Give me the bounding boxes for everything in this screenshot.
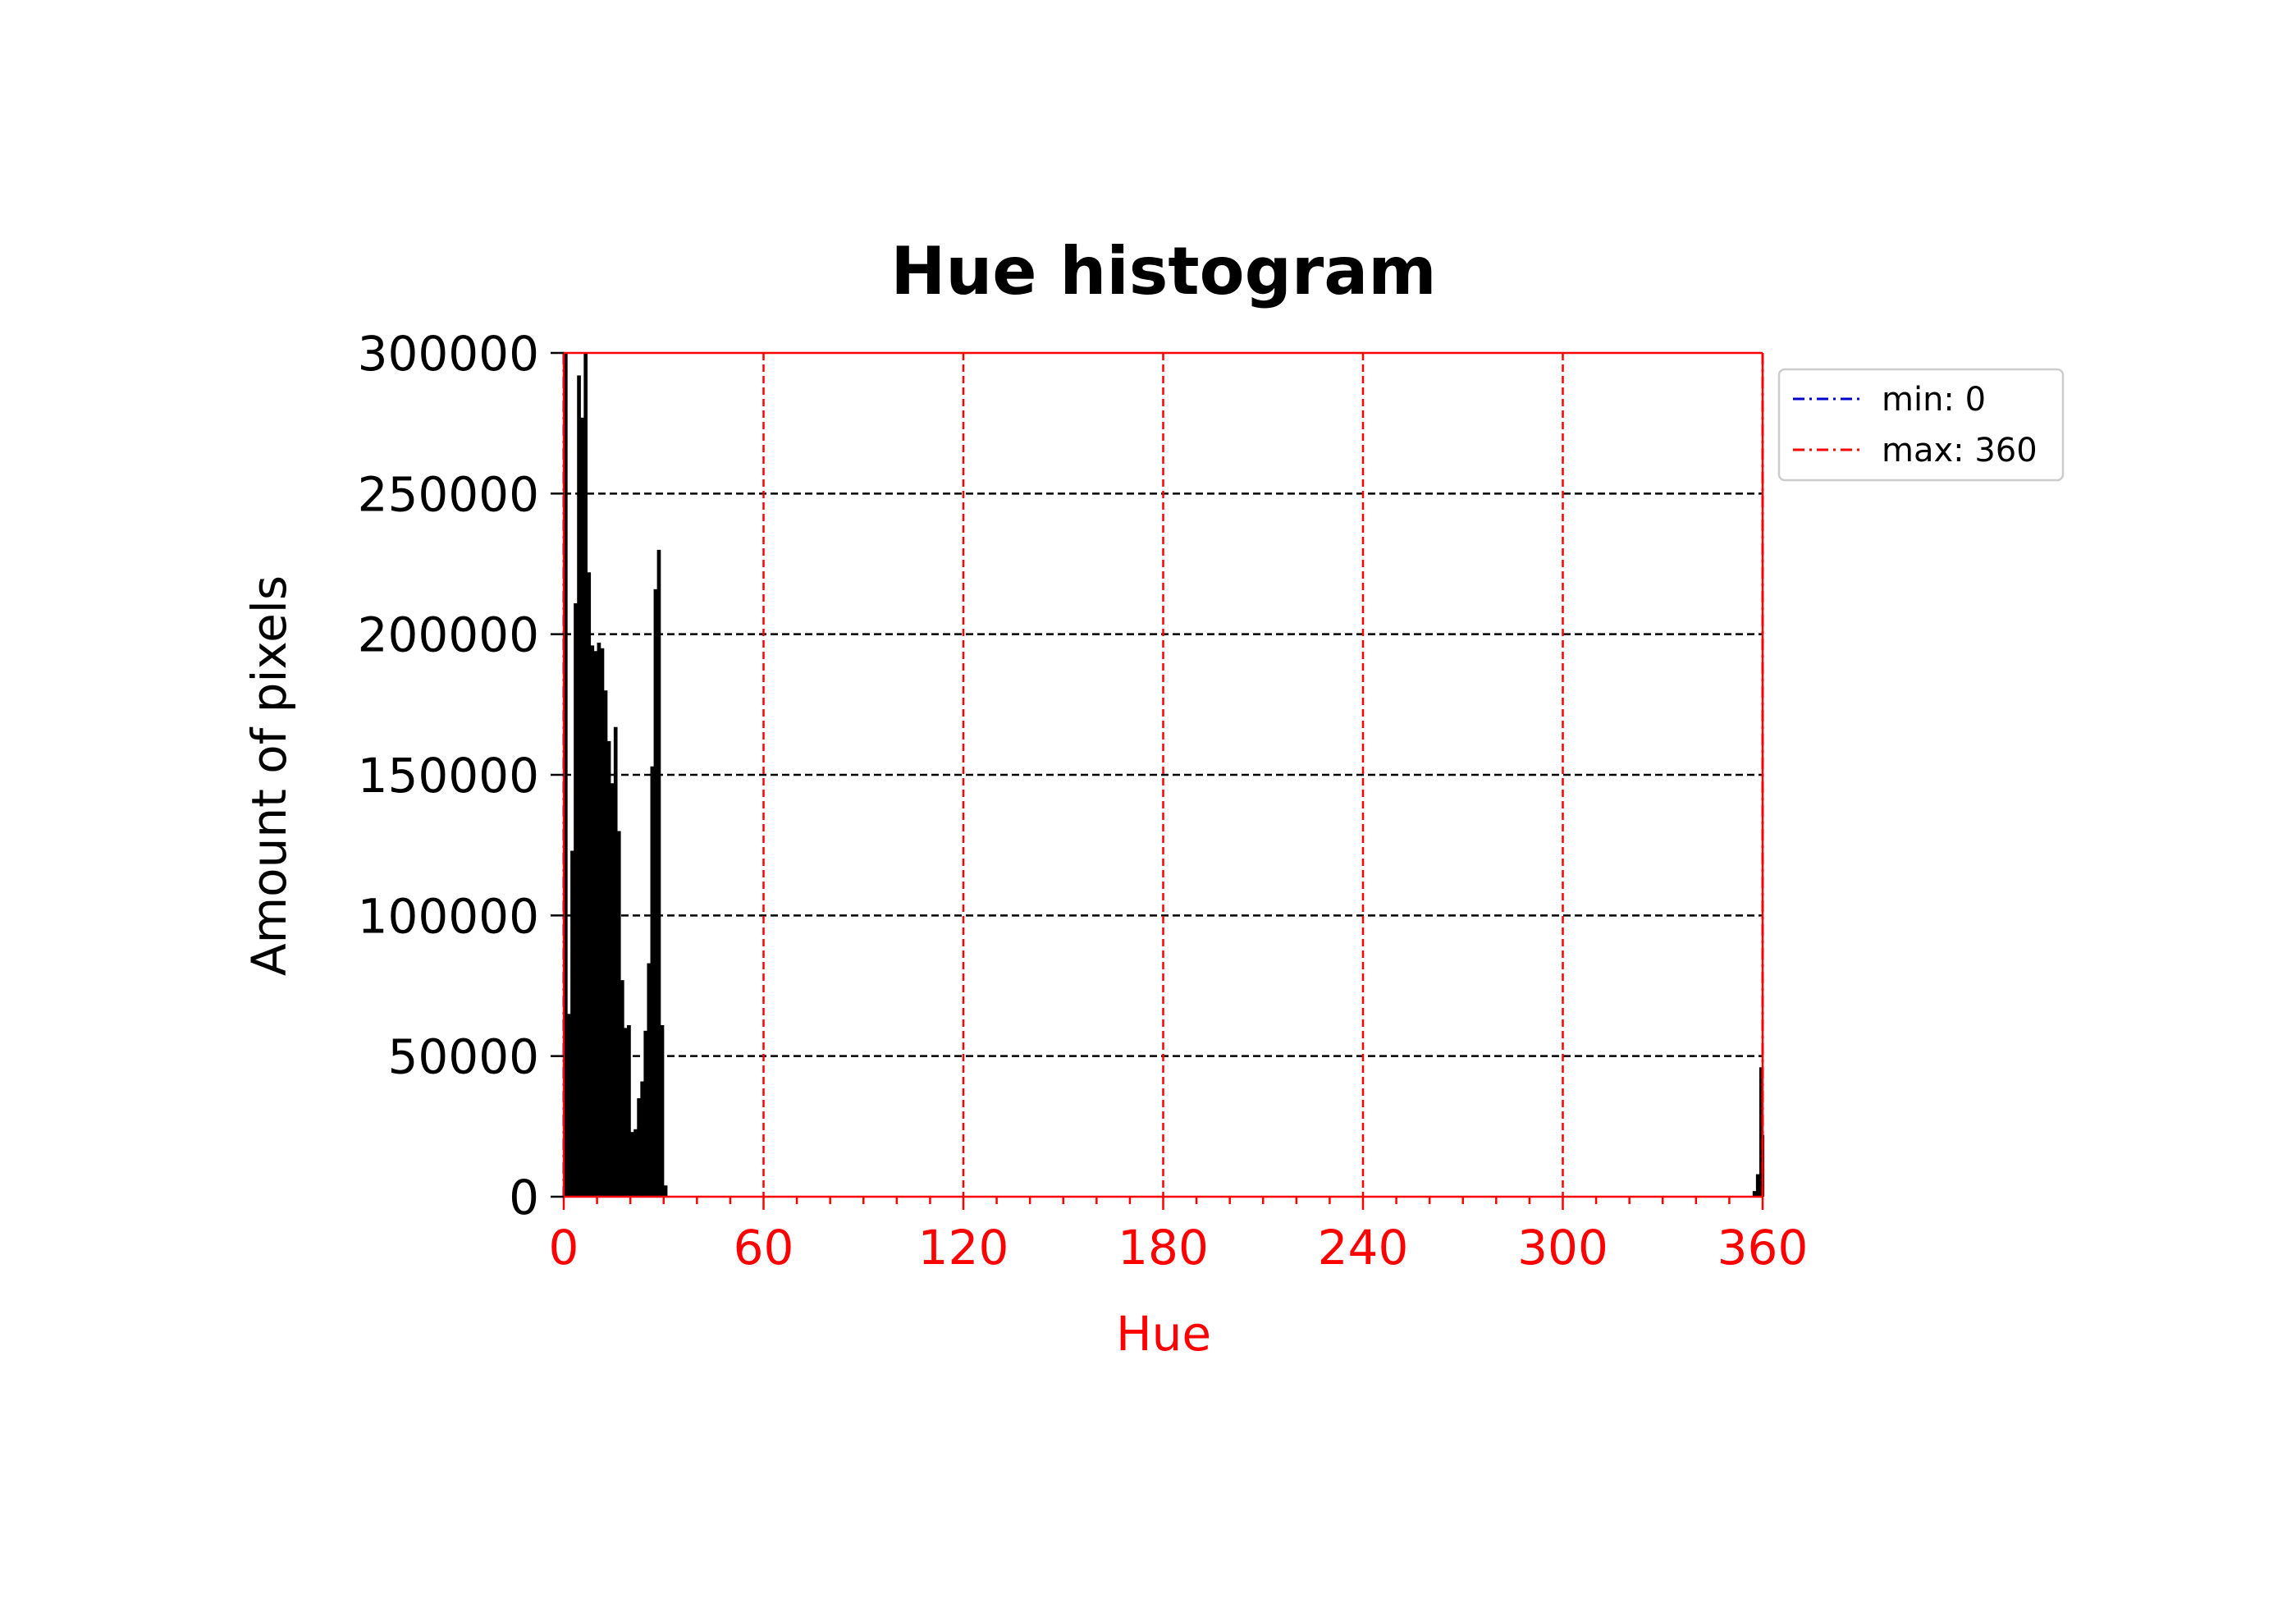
y-tick-label: 100000: [358, 888, 539, 944]
histogram-bar: [640, 1081, 644, 1197]
histogram-bar: [627, 1024, 631, 1197]
histogram-bar: [660, 1024, 665, 1197]
histogram-bar: [567, 1014, 571, 1197]
histogram-bar: [597, 642, 601, 1197]
histogram-bar: [1759, 1067, 1763, 1197]
legend-box: [1777, 368, 2065, 482]
histogram-bar: [603, 690, 608, 1197]
histogram-bar: [593, 651, 598, 1197]
histogram-bar: [577, 375, 581, 1197]
x-tick-label: 120: [918, 1220, 1009, 1276]
histogram-bar: [587, 572, 592, 1197]
histogram-bar: [630, 1132, 634, 1197]
grid-lines: [564, 353, 1763, 1197]
histogram-bar: [610, 783, 615, 1197]
y-axis-label: Amount of pixels: [241, 575, 297, 976]
x-tick-label: 360: [1717, 1220, 1809, 1276]
histogram-bar: [1752, 1191, 1757, 1197]
histogram-bar: [574, 602, 578, 1197]
chart-title: Hue histogram: [890, 233, 1436, 309]
x-axis-ticks: 0 60 120 180 240 300 360: [549, 1197, 1809, 1276]
histogram-bar: [570, 850, 574, 1197]
histogram-bar: [647, 963, 652, 1197]
histogram-bar: [663, 1185, 668, 1197]
histogram-bar: [643, 1030, 648, 1197]
y-tick-label: 200000: [358, 607, 539, 663]
x-tick-label: 180: [1118, 1220, 1209, 1276]
x-tick-label: 300: [1517, 1220, 1608, 1276]
histogram-bar: [606, 740, 611, 1197]
y-tick-label: 300000: [358, 326, 539, 382]
x-tick-label: 0: [549, 1220, 579, 1276]
x-axis-label: Hue: [1116, 1306, 1211, 1362]
histogram-bar: [583, 353, 588, 1197]
y-tick-label: 250000: [358, 466, 539, 522]
histogram-bar: [637, 1098, 641, 1197]
histogram-bars: [564, 353, 1765, 1197]
histogram-bar: [600, 648, 605, 1197]
histogram-bar: [616, 831, 621, 1197]
histogram-bar: [613, 726, 618, 1197]
y-tick-label: 0: [509, 1170, 539, 1225]
histogram-bar: [580, 417, 584, 1197]
legend: min: 0 max: 360: [1777, 368, 2065, 482]
x-tick-label: 60: [734, 1220, 794, 1276]
histogram-bar: [620, 980, 624, 1197]
y-tick-label: 150000: [358, 748, 539, 804]
y-tick-label: 50000: [387, 1029, 539, 1085]
legend-entry-label: max: 360: [1882, 432, 2038, 469]
histogram-bar: [656, 549, 661, 1197]
histogram-bar: [624, 1028, 628, 1197]
histogram-bar: [1755, 1174, 1760, 1197]
y-axis-ticks: 0 50000 100000 150000 200000 250000 300000: [358, 326, 564, 1225]
histogram-bar: [653, 589, 658, 1197]
histogram-bar: [650, 766, 655, 1197]
legend-entry-label: min: 0: [1882, 381, 1986, 419]
histogram-bar: [590, 645, 595, 1197]
x-tick-label: 240: [1318, 1220, 1409, 1276]
histogram-bar: [633, 1129, 638, 1197]
histogram-bar: [564, 353, 568, 1197]
